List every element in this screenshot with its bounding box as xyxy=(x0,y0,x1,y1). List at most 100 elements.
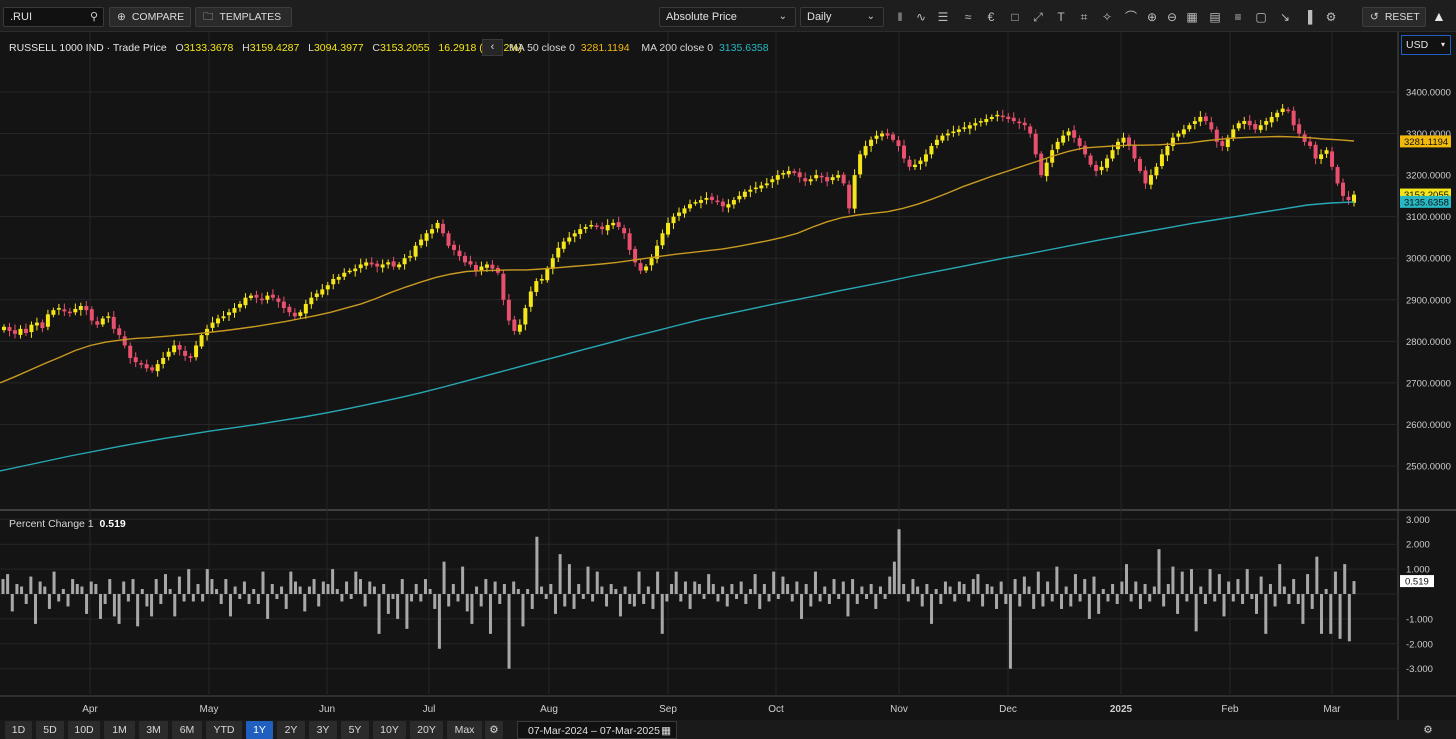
stack-icon[interactable]: ≡ xyxy=(1234,10,1242,24)
pct-bar xyxy=(1022,576,1026,594)
candle xyxy=(677,207,681,221)
pct-bar xyxy=(1152,586,1156,594)
candle-body xyxy=(287,306,292,313)
candle-body xyxy=(704,197,709,200)
candle-body xyxy=(1264,121,1269,125)
zoom-in-icon[interactable]: ⊕ xyxy=(1146,10,1158,24)
price-tick-label: 2900.0000 xyxy=(1406,295,1451,306)
candle xyxy=(512,315,517,335)
range-button-10y[interactable]: 10Y xyxy=(373,721,406,739)
candle xyxy=(100,315,105,327)
candle xyxy=(1297,118,1302,139)
candle-body xyxy=(1088,155,1093,165)
candle-body xyxy=(885,133,890,136)
report-bar-icon[interactable]: ▐ xyxy=(1303,10,1313,24)
date-range-picker[interactable]: 07-Mar-2024 – 07-Mar-2025 ▦ xyxy=(517,721,677,739)
magnet-icon[interactable]: ⌒ xyxy=(1124,10,1137,24)
pct-bar xyxy=(748,589,752,594)
candle-body xyxy=(243,297,248,306)
candle-body xyxy=(364,262,369,266)
chevron-left-icon[interactable]: ‹ xyxy=(482,39,503,56)
pct-bar xyxy=(1343,564,1347,594)
line-chart-icon[interactable]: ∿ xyxy=(915,10,927,24)
table-icon[interactable]: ▦ xyxy=(1186,10,1198,24)
candle xyxy=(51,307,56,318)
interval-select[interactable]: Daily ⌄ xyxy=(800,7,884,27)
candle-body xyxy=(1258,125,1263,130)
range-button-max[interactable]: Max xyxy=(447,721,482,739)
candle-body xyxy=(616,222,621,228)
range-button-ytd[interactable]: YTD xyxy=(206,721,242,739)
candle-body xyxy=(1039,153,1044,176)
event-icon[interactable]: □ xyxy=(1011,10,1019,24)
candle xyxy=(375,260,380,273)
candle-body xyxy=(386,262,391,265)
range-settings-icon[interactable]: ⚙ xyxy=(485,721,503,739)
candlestick-icon[interactable]: ‖ xyxy=(897,10,903,24)
candle xyxy=(183,345,188,361)
pct-bar xyxy=(57,594,61,602)
candle-body xyxy=(1044,162,1049,177)
pct-bar xyxy=(878,586,882,594)
pct-tick-label: 2.000 xyxy=(1406,540,1430,551)
pattern-icon[interactable]: ✧ xyxy=(1101,10,1113,24)
range-button-10d[interactable]: 10D xyxy=(68,721,100,739)
range-button-2y[interactable]: 2Y xyxy=(277,721,305,739)
candle-body xyxy=(56,308,61,310)
candle-body xyxy=(150,367,155,371)
currency-select[interactable]: USD ▾ xyxy=(1401,35,1451,55)
pct-bar xyxy=(776,594,780,599)
candle xyxy=(397,261,402,270)
currency-icon[interactable]: € xyxy=(987,10,995,24)
pct-bar xyxy=(502,584,506,594)
range-button-5d[interactable]: 5D xyxy=(36,721,64,739)
text-icon[interactable]: T xyxy=(1057,10,1065,24)
range-button-20y[interactable]: 20Y xyxy=(410,721,443,739)
candle-body xyxy=(858,154,863,175)
chart-canvas[interactable]: 3400.0000 3300.0000 3200.0000 3100.0000 3000… xyxy=(0,32,1456,720)
pct-bar xyxy=(38,581,42,594)
candle-body xyxy=(490,264,495,269)
range-button-3m[interactable]: 3M xyxy=(139,721,168,739)
timezone-settings-icon[interactable]: ⚙ xyxy=(1423,724,1433,736)
pct-bar xyxy=(577,584,581,594)
price-tick-label: 2600.0000 xyxy=(1406,420,1451,431)
measure-icon[interactable]: ⤢ xyxy=(1033,10,1043,24)
candle xyxy=(34,317,39,331)
range-button-5y[interactable]: 5Y xyxy=(341,721,369,739)
price-tick-label: 2800.0000 xyxy=(1406,337,1451,348)
ma50-value: 3281.1194 xyxy=(580,42,630,54)
top-toolbar: .RUI ⚲ ⊕ COMPARE 🗀 TEMPLATES Absolute Pric… xyxy=(0,0,1456,32)
ma50-line xyxy=(0,135,1355,384)
crop-icon[interactable]: ⌗ xyxy=(1080,10,1088,24)
symbol-input[interactable]: .RUI ⚲ xyxy=(3,7,104,27)
candle-body xyxy=(693,202,698,204)
zoom-out-icon[interactable]: ⊖ xyxy=(1166,10,1178,24)
draw-icon[interactable]: ≈ xyxy=(964,10,972,24)
search-icon[interactable]: ⚲ xyxy=(89,11,98,23)
pct-bar xyxy=(688,594,692,609)
candle-body xyxy=(501,273,506,300)
settings-icon[interactable]: ⚙ xyxy=(1325,10,1337,24)
range-button-3y[interactable]: 3Y xyxy=(309,721,337,739)
pin-icon[interactable]: ↘ xyxy=(1279,10,1291,24)
candle-body xyxy=(534,281,539,292)
range-button-1m[interactable]: 1M xyxy=(104,721,135,739)
pct-bar xyxy=(61,589,65,594)
candle xyxy=(912,159,917,170)
reset-button[interactable]: ↺ RESET xyxy=(1362,7,1426,27)
range-button-1d[interactable]: 1D xyxy=(5,721,32,739)
range-button-6m[interactable]: 6M xyxy=(172,721,202,739)
price-mode-select[interactable]: Absolute Price ⌄ xyxy=(659,7,796,27)
candle-body xyxy=(764,183,769,186)
pct-bar xyxy=(605,594,609,607)
templates-button[interactable]: 🗀 TEMPLATES xyxy=(195,7,292,27)
candle-body xyxy=(951,131,956,133)
range-button-1y[interactable]: 1Y xyxy=(246,721,273,739)
report-icon[interactable]: ▤ xyxy=(1209,10,1221,24)
compare-button[interactable]: ⊕ COMPARE xyxy=(109,7,191,27)
box-icon[interactable]: ▢ xyxy=(1255,10,1267,24)
candle-body xyxy=(973,123,978,126)
bar-style-icon[interactable]: ☰ xyxy=(937,10,949,24)
time-tick-label: 2025 xyxy=(1110,704,1133,715)
